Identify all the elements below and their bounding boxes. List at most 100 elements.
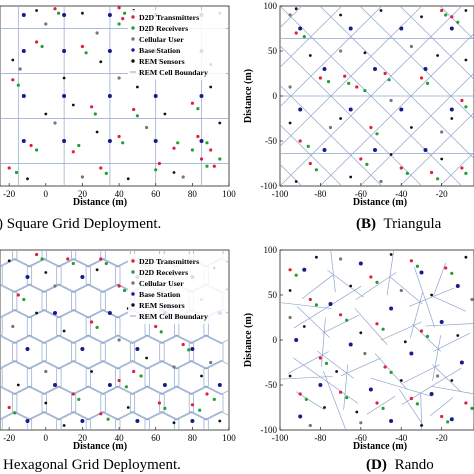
- point-d2d-receivers: [464, 171, 468, 175]
- cell-boundary-line: [280, 163, 303, 186]
- panel-a-x-ticks: -20 0 20 40 60 80 100: [3, 183, 236, 199]
- point-d2d-transmitters: [355, 85, 359, 89]
- hex-cell: [85, 258, 121, 293]
- cell-boundary-line: [280, 6, 303, 29]
- point-rem-sensors: [359, 331, 363, 335]
- point-rem-sensors: [95, 268, 99, 272]
- hex-cell: [0, 316, 3, 337]
- hex-cell: [0, 334, 18, 370]
- hex-cell: [129, 334, 165, 370]
- point-d2d-transmitters: [80, 44, 84, 49]
- point-d2d-transmitters: [359, 157, 363, 161]
- point-cellular-user: [308, 423, 312, 428]
- point-base-station: [358, 261, 363, 266]
- point-d2d-receivers: [345, 318, 349, 322]
- point-base-station: [459, 360, 464, 365]
- point-d2d-transmitters: [190, 403, 194, 407]
- point-cellular-user: [288, 13, 292, 17]
- point-cellular-user: [436, 374, 440, 378]
- x-tick-label: -100: [272, 189, 289, 199]
- point-d2d-receivers: [35, 148, 39, 152]
- x-tick-label: 100: [222, 189, 236, 199]
- point-d2d-transmitters: [339, 390, 343, 394]
- hex-cell: [12, 250, 47, 268]
- point-base-station: [348, 107, 353, 112]
- point-d2d-transmitters: [29, 143, 33, 148]
- x-tick-label: -20: [436, 189, 448, 199]
- x-tick-label: 20: [78, 189, 88, 199]
- y-tick-label: -50: [265, 380, 277, 390]
- cell-boundary-line: [399, 112, 474, 186]
- point-d2d-receivers: [121, 141, 125, 145]
- point-d2d-receivers: [190, 148, 194, 152]
- hex-cell: [71, 334, 106, 370]
- point-rem-sensors: [379, 9, 383, 12]
- hex-cell: [41, 250, 77, 268]
- legend-label: D2D Receivers: [139, 24, 188, 33]
- point-rem-sensors: [294, 7, 298, 11]
- cell-boundary-line: [343, 364, 349, 411]
- point-d2d-transmitters: [53, 7, 57, 11]
- point-rem-sensors: [302, 325, 306, 328]
- cell-boundary-line: [301, 274, 333, 299]
- point-d2d-transmitters: [440, 414, 444, 419]
- hex-cell: [0, 309, 33, 344]
- point-d2d-transmitters: [444, 266, 448, 270]
- point-rem-sensors: [420, 15, 423, 19]
- legend-marker-dot: [131, 270, 135, 274]
- hex-cell: [41, 385, 77, 421]
- point-rem-sensors: [136, 85, 139, 89]
- point-d2d-receivers: [324, 361, 329, 365]
- point-base-station: [21, 13, 26, 17]
- y-tick-label: -100: [261, 181, 278, 191]
- hex-cell: [203, 411, 229, 430]
- point-base-station: [190, 347, 195, 351]
- hex-cell: [159, 334, 194, 370]
- cell-boundary-line: [430, 397, 454, 416]
- point-d2d-receivers: [389, 370, 393, 374]
- point-d2d-receivers: [40, 257, 44, 261]
- point-cellular-user: [53, 284, 57, 288]
- point-d2d-receivers: [104, 171, 108, 175]
- panel-d-cell-boundaries: [280, 250, 474, 430]
- point-rem-sensors: [464, 58, 468, 62]
- point-d2d-receivers: [415, 402, 419, 406]
- point-d2d-receivers: [436, 177, 440, 181]
- point-d2d-receivers: [306, 144, 310, 148]
- cell-boundary-line: [370, 377, 432, 397]
- hex-cell: [115, 360, 150, 395]
- point-d2d-transmitters: [196, 134, 200, 139]
- point-d2d-receivers: [84, 51, 88, 55]
- x-tick-label: 60: [151, 433, 161, 443]
- point-base-station: [21, 139, 26, 143]
- cell-boundary-line: [321, 317, 326, 367]
- hex-cell: [71, 250, 106, 268]
- cell-boundary-line: [403, 364, 440, 384]
- point-d2d-receivers: [135, 114, 139, 118]
- panel-b-cell-boundaries: [280, 6, 474, 186]
- cell-boundary-line: [386, 250, 395, 296]
- cell-boundary-line: [359, 72, 474, 186]
- point-d2d-transmitters: [11, 78, 15, 82]
- point-rem-sensors: [44, 271, 48, 274]
- hex-cell: [85, 360, 121, 395]
- point-cellular-user: [339, 49, 343, 53]
- hex-cell: [0, 418, 3, 430]
- point-base-station: [153, 94, 158, 98]
- point-d2d-transmitters: [460, 98, 464, 103]
- cell-boundary-line: [280, 6, 343, 68]
- hex-cell: [71, 385, 106, 421]
- point-base-station: [80, 275, 85, 279]
- point-cellular-user: [440, 130, 444, 134]
- point-cellular-user: [379, 179, 383, 184]
- panel-d-frame: [279, 249, 474, 431]
- point-d2d-receivers: [198, 408, 202, 412]
- point-d2d-receivers: [470, 406, 474, 410]
- point-d2d-transmitters: [117, 134, 121, 139]
- point-d2d-transmitters: [318, 76, 322, 80]
- point-base-station: [25, 419, 30, 423]
- hex-cell: [203, 360, 229, 395]
- cell-boundary-line: [433, 296, 467, 312]
- point-rem-sensors: [218, 121, 222, 125]
- cell-boundary-line: [414, 267, 435, 328]
